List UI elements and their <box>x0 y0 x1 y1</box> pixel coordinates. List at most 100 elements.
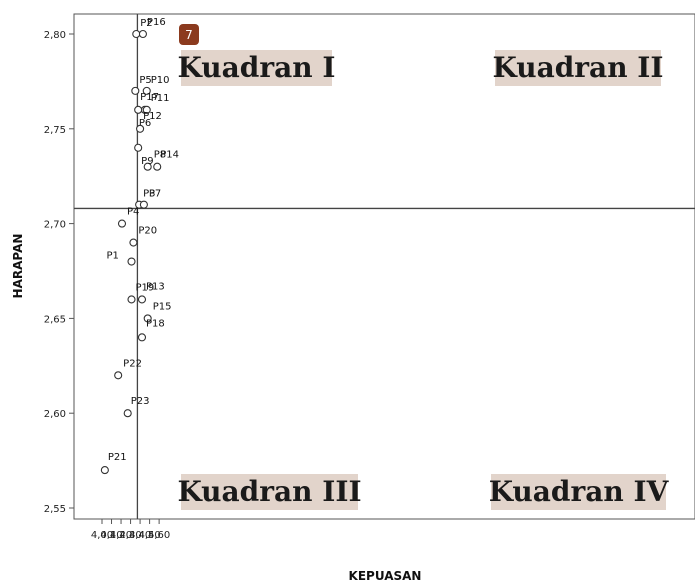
y-tick-label: 2,75 <box>44 125 66 136</box>
point-marker <box>132 29 141 39</box>
y-axis-title: HARAPAN <box>11 234 25 299</box>
point-marker <box>127 257 136 266</box>
data-point: P4 <box>117 207 139 228</box>
point-label: P20 <box>138 226 157 237</box>
point-label: P17 <box>140 92 159 103</box>
point-label: P13 <box>146 281 165 292</box>
point-marker <box>123 409 132 418</box>
data-point: P20 <box>129 226 157 247</box>
quadrant-label-background <box>495 50 661 86</box>
data-point: P21 <box>100 452 127 475</box>
point-marker <box>127 295 136 304</box>
quadrant-labels: Kuadran I Kuadran II Kuadran III Kuadran IV <box>177 50 670 510</box>
point-label: P12 <box>143 111 162 122</box>
quadrant-label-text: Kuadran I <box>178 51 336 84</box>
data-point: P1 <box>107 251 136 266</box>
point-marker <box>136 124 145 133</box>
x-tick-label: 4,40 <box>129 530 151 541</box>
y-tick-label: 2,55 <box>44 504 66 515</box>
point-marker <box>142 105 151 114</box>
point-label: P14 <box>160 150 179 161</box>
point-marker <box>129 238 138 247</box>
point-marker <box>139 200 148 209</box>
data-point: P22 <box>114 358 142 380</box>
quadrant-label-background <box>181 474 358 510</box>
quadrant-label: Kuadran IV <box>489 474 670 510</box>
axis-ticks: 4,004,104,204,304,404,504,60 2,55 2,60 2,65… <box>44 30 171 541</box>
point-marker <box>137 333 147 342</box>
point-label: P19 <box>136 282 155 293</box>
reference-lines <box>74 14 695 519</box>
quadrant-label-background <box>181 50 332 86</box>
quadrant-label: Kuadran III <box>177 474 362 510</box>
point-marker <box>143 162 152 171</box>
point-label: P21 <box>108 452 127 463</box>
y-tick-label: 2,60 <box>44 409 66 420</box>
x-tick-label: 4,10 <box>100 530 122 541</box>
data-point: P15 <box>143 301 172 323</box>
quadrant-label-text: Kuadran III <box>177 475 361 508</box>
point-marker <box>143 314 152 323</box>
data-point: P13 <box>137 281 165 304</box>
quadrant-label-text: Kuadran II <box>493 51 664 84</box>
data-point: P7 <box>139 189 161 209</box>
quadrant-label-text: Kuadran IV <box>489 475 670 508</box>
quadrant-label-background <box>491 474 666 510</box>
x-tick-label: 4,20 <box>110 530 132 541</box>
point-label: P16 <box>147 17 166 28</box>
point-marker <box>114 371 123 380</box>
badge: 7 <box>179 24 199 45</box>
data-point: P16 <box>138 17 166 39</box>
point-label: P2 <box>140 18 152 29</box>
point-label: P4 <box>127 207 139 218</box>
point-label: P22 <box>123 358 142 369</box>
point-label: P18 <box>146 318 165 329</box>
data-point: P2 <box>132 18 153 39</box>
data-point: P9 <box>134 143 154 167</box>
point-label: P11 <box>151 93 170 104</box>
data-point: P23 <box>123 396 150 418</box>
point-marker <box>117 219 127 228</box>
data-point: P5 <box>131 75 152 95</box>
point-marker <box>131 86 140 95</box>
badge-number: 7 <box>185 28 193 42</box>
point-label: P15 <box>153 301 172 312</box>
point-label: P23 <box>131 396 150 407</box>
y-tick-label: 2,70 <box>44 220 66 231</box>
plot-area <box>73 13 695 520</box>
point-marker <box>137 295 147 304</box>
y-tick-label: 2,80 <box>44 30 66 41</box>
data-point: P19 <box>127 282 155 304</box>
point-marker <box>142 86 151 95</box>
quadrant-label: Kuadran II <box>493 50 664 86</box>
x-tick-label: 4,00 <box>91 530 113 541</box>
point-marker <box>100 466 109 475</box>
data-point: P11 <box>142 93 170 114</box>
data-point: P18 <box>137 318 165 342</box>
data-point: P17 <box>134 92 159 114</box>
data-point: P10 <box>142 75 170 95</box>
data-point: P8 <box>143 150 166 171</box>
point-label: P3 <box>143 189 155 200</box>
point-label: P6 <box>139 118 151 129</box>
badge-background <box>179 24 199 45</box>
point-marker <box>134 143 143 152</box>
data-point: P14 <box>153 150 179 171</box>
point-label: P8 <box>154 150 166 161</box>
point-label: P5 <box>139 75 151 86</box>
point-label: P9 <box>141 156 153 167</box>
point-marker <box>134 105 143 114</box>
x-axis-title: KEPUASAN <box>349 569 422 583</box>
quadrant-label: Kuadran I <box>178 50 336 86</box>
x-tick-label: 4,30 <box>119 530 141 541</box>
x-tick-label: 4,60 <box>148 530 170 541</box>
point-marker <box>138 29 147 39</box>
point-label: P10 <box>151 75 170 86</box>
point-marker <box>153 162 162 171</box>
point-label: P7 <box>149 189 161 200</box>
x-tick-label: 4,50 <box>138 530 160 541</box>
y-tick-label: 2,65 <box>44 314 66 325</box>
point-label: P1 <box>107 251 119 262</box>
